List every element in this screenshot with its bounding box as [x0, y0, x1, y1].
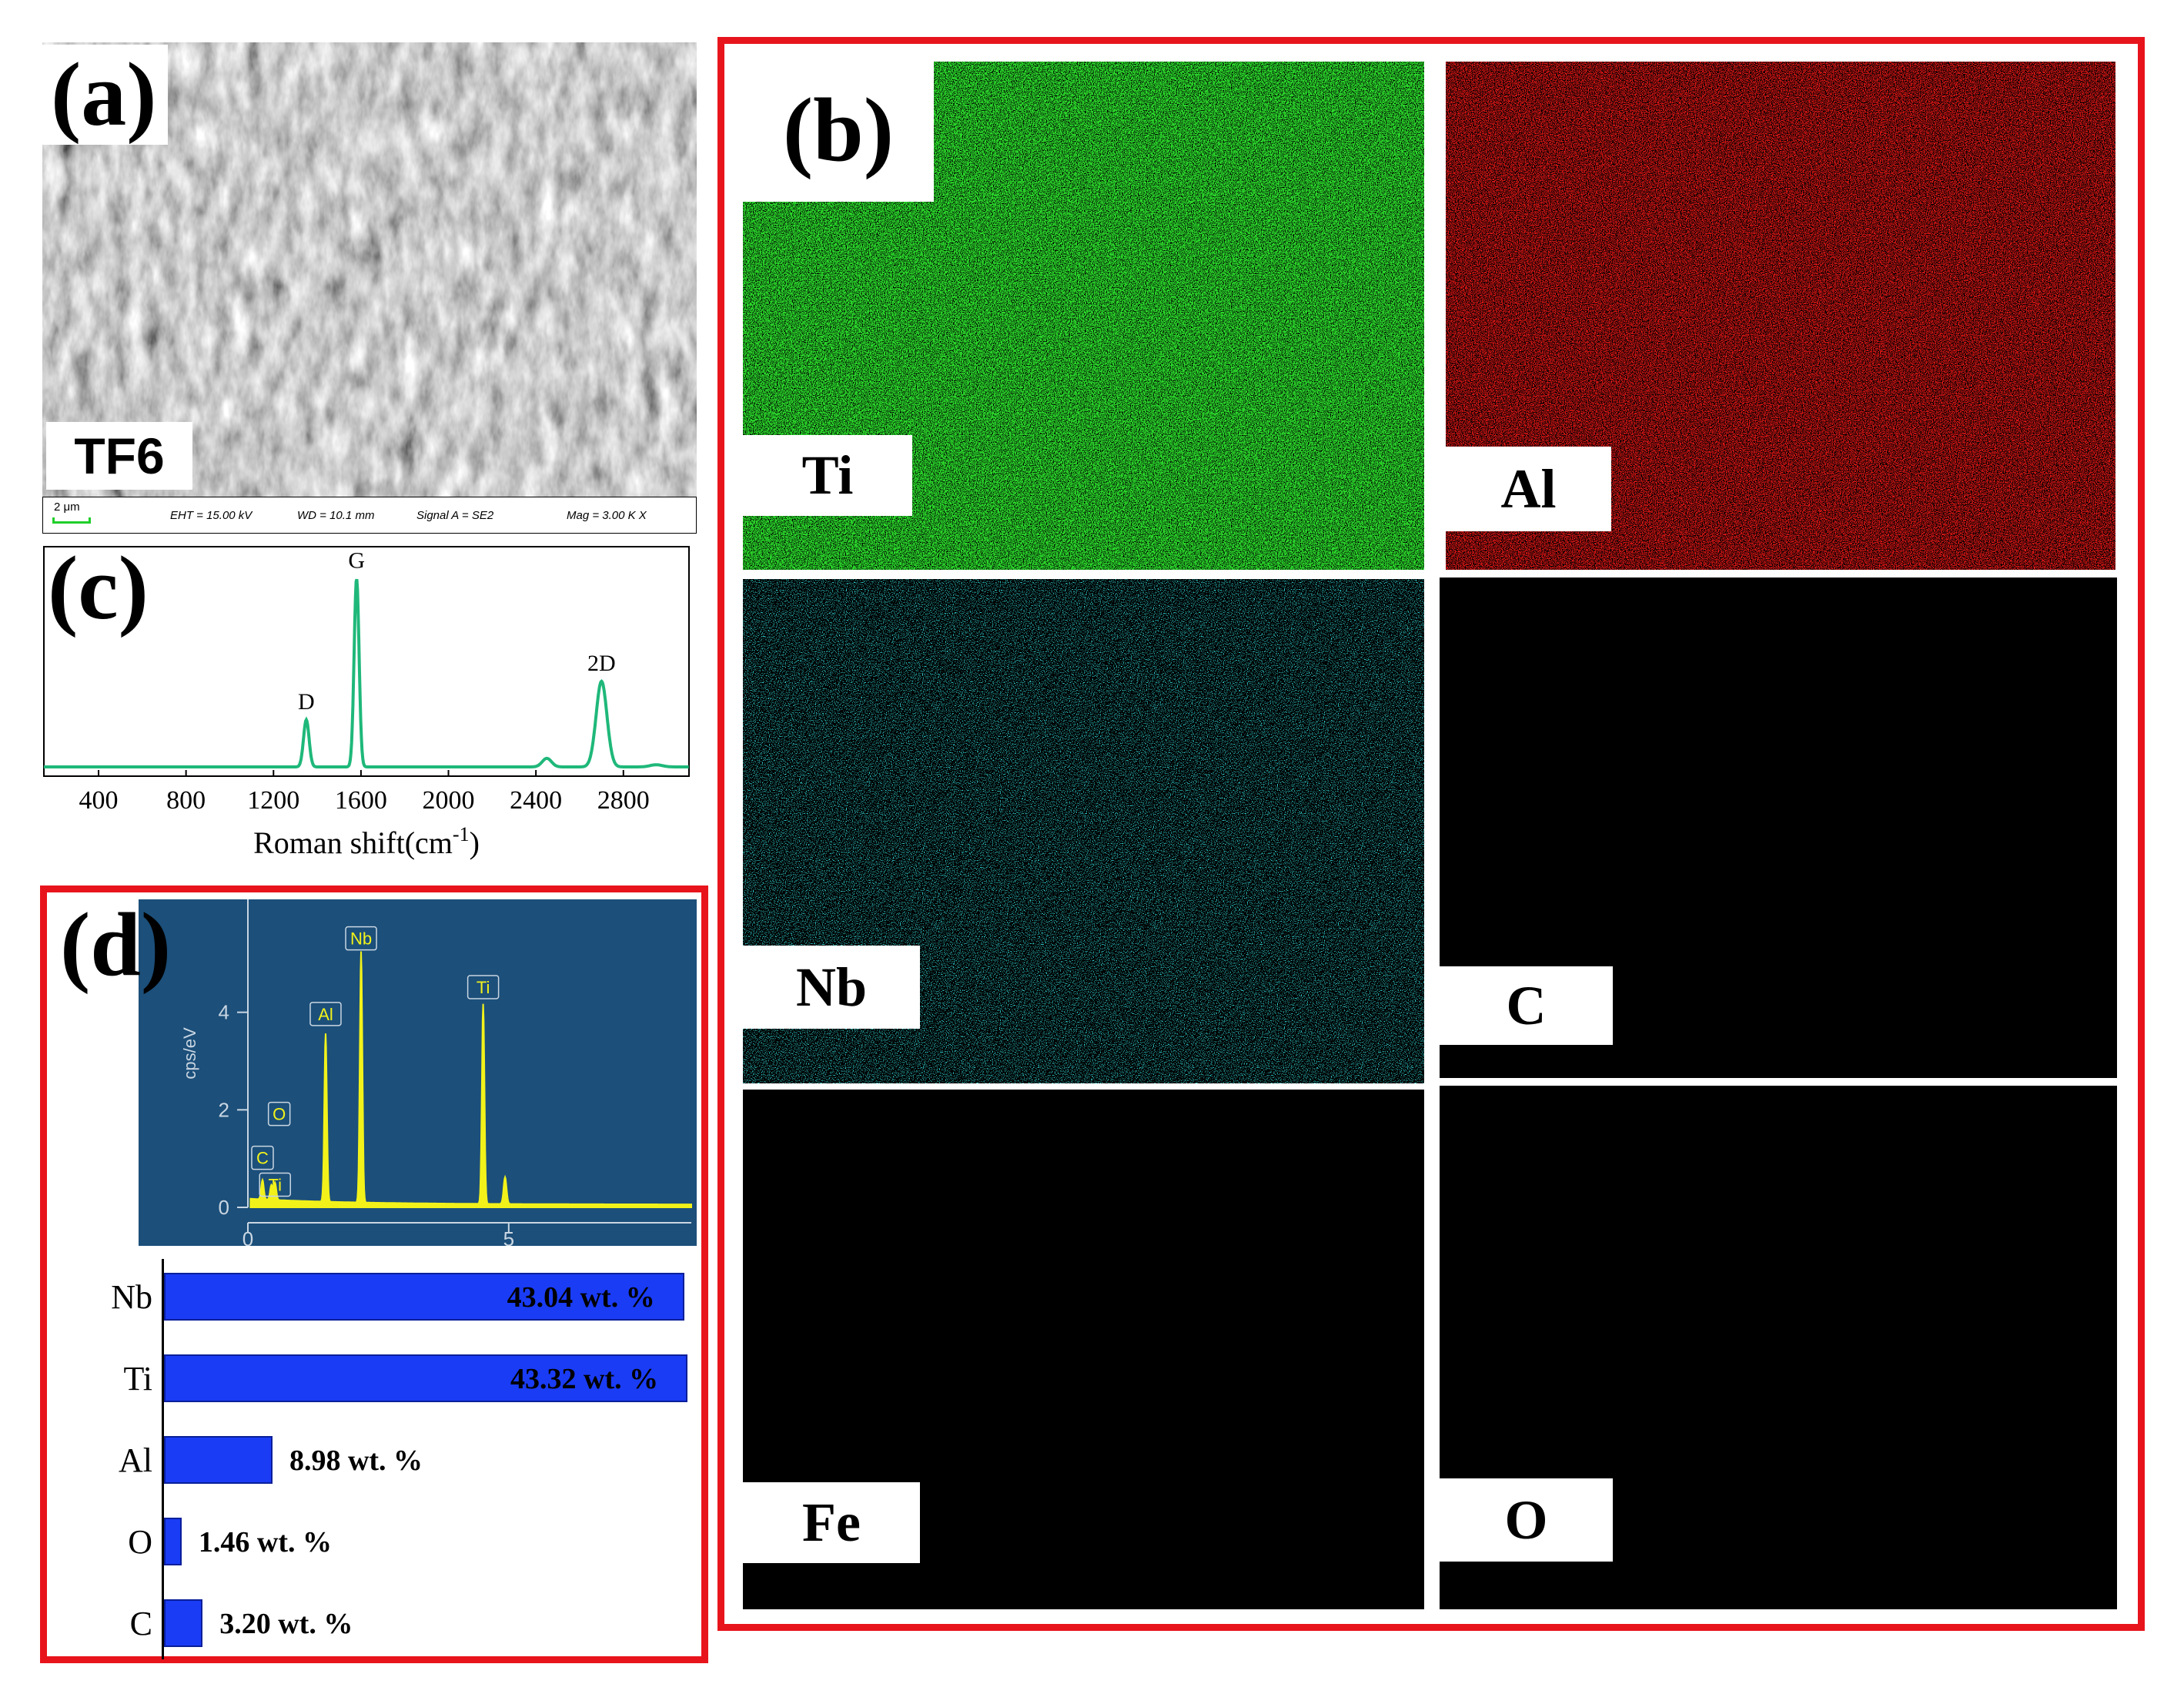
eds-spectrum-panel: 0 2 4 0 5 cps/eV C O Ti Al Nb Ti	[139, 899, 697, 1250]
mag-text: Mag = 3.00 K X	[567, 509, 647, 522]
eds-peak-tag: Ti	[467, 975, 500, 999]
bar-category-label: Nb	[111, 1278, 152, 1316]
panel-b-label: (b)	[743, 58, 934, 202]
eds-y-tick-label: 0	[219, 1196, 229, 1219]
eds-x-tick-label: 5	[503, 1227, 514, 1246]
sem-sample-label: TF6	[46, 422, 192, 490]
raman-chart: D G 2D 400 800 1200 1600 2000 2400 2800 Roman shif…	[43, 546, 690, 860]
raman-x-tick-label: 800	[166, 786, 206, 815]
eds-frame	[40, 886, 708, 1663]
scale-bar	[52, 517, 91, 524]
eds-peak-tag: Nb	[345, 926, 377, 951]
eds-peak-label: Ti	[477, 978, 490, 997]
element-map-label-ti: Ti	[743, 435, 912, 516]
eds-peak-label: Al	[318, 1005, 333, 1024]
maps-frame	[717, 37, 2145, 1631]
bar-category-label: Ti	[123, 1360, 152, 1398]
composition-chart: Nb 43.04 wt. % Ti 43.32 wt. % Al 8.98 wt. % O 1…	[46, 1251, 708, 1659]
bar-value-label: 8.98 wt. %	[289, 1445, 423, 1477]
bar-category-label: O	[128, 1523, 152, 1561]
raman-panel: D G 2D 400 800 1200 1600 2000 2400 2800 Roman shif…	[42, 539, 704, 870]
composition-bar	[164, 1518, 182, 1565]
composition-bar	[164, 1599, 203, 1647]
element-map-label-c: C	[1440, 966, 1613, 1045]
raman-x-axis-label: Roman shift(cm-1)	[253, 823, 480, 860]
signal-text: Signal A = SE2	[416, 509, 494, 522]
raman-peak-label: D	[298, 689, 315, 715]
eds-y-tick-label: 4	[219, 1001, 229, 1024]
bar-category-label: C	[129, 1605, 152, 1642]
eds-peak-tag: O	[267, 1101, 291, 1127]
composition-bar	[164, 1354, 687, 1402]
wd-text: WD = 10.1 mm	[297, 509, 375, 522]
raman-series-line	[44, 578, 689, 768]
element-map-label-nb: Nb	[743, 946, 920, 1029]
scale-bar-label: 2 μm	[54, 500, 80, 514]
eds-y-tick-label: 2	[219, 1098, 229, 1121]
eds-peak-label: O	[273, 1105, 286, 1124]
composition-bar	[164, 1273, 684, 1321]
element-map-c	[1440, 578, 2117, 1078]
sem-info-bar: 2 μm EHT = 15.00 kV WD = 10.1 mm Signal …	[42, 497, 697, 534]
eds-x-tick-label: 0	[242, 1227, 253, 1246]
eds-spectrum-line	[249, 951, 692, 1208]
raman-x-tick-label: 2000	[423, 786, 475, 815]
element-map-label-fe: Fe	[743, 1482, 920, 1563]
raman-x-tick-label: 2800	[597, 786, 650, 815]
panel-c-label: (c)	[48, 537, 149, 638]
panel-d-label: (d)	[60, 894, 172, 995]
eht-text: EHT = 15.00 kV	[170, 509, 253, 522]
eds-peak-tag: Ti	[259, 1172, 291, 1197]
composition-axis	[162, 1259, 164, 1659]
raman-x-tick-label: 1600	[335, 786, 387, 815]
eds-peak-tag: Al	[309, 1002, 342, 1026]
eds-peak-tag: C	[251, 1145, 274, 1170]
bar-value-label: 43.32 wt. %	[510, 1363, 659, 1395]
bar-category-label: Al	[119, 1441, 152, 1479]
bar-value-label: 43.04 wt. %	[507, 1281, 655, 1314]
eds-background	[139, 899, 697, 1246]
raman-x-tick-label: 2400	[510, 786, 562, 815]
eds-spectrum: 0 2 4 0 5 cps/eV C O Ti Al Nb Ti	[139, 899, 697, 1250]
raman-peak-label: 2D	[587, 651, 616, 676]
eds-peak-label: Nb	[350, 929, 372, 949]
bar-value-label: 3.20 wt. %	[219, 1608, 353, 1640]
raman-x-tick-label: 400	[79, 786, 119, 815]
bar-value-label: 1.46 wt. %	[198, 1526, 333, 1558]
element-map-label-al: Al	[1446, 447, 1611, 531]
panel-a-label: (a)	[40, 45, 168, 145]
element-map-label-o: O	[1440, 1478, 1613, 1562]
raman-x-tick-label: 1200	[247, 786, 299, 815]
eds-peak-label: Ti	[268, 1176, 282, 1195]
eds-peak-label: C	[256, 1149, 269, 1168]
raman-peak-label: G	[348, 547, 365, 573]
raman-plot-frame	[43, 546, 690, 777]
composition-bar	[164, 1436, 273, 1484]
eds-y-axis-label: cps/eV	[180, 1027, 199, 1080]
